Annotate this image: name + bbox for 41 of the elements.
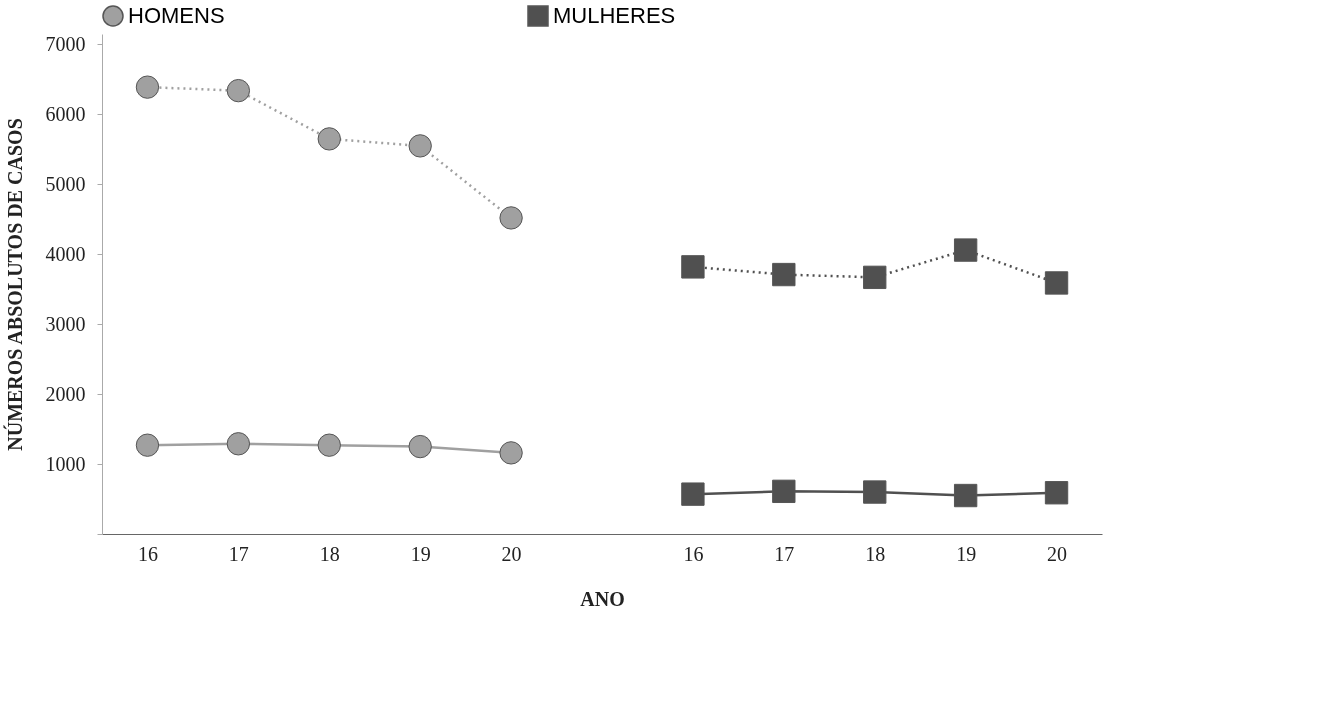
y-tick-label: 6000 [45, 102, 86, 125]
point [135, 433, 160, 457]
y-axis-title: NÚMEROS ABSOLUTOS DE CASOS [2, 118, 26, 451]
y-tick-label: 2000 [45, 382, 86, 405]
y-tick-label: 5000 [45, 172, 86, 195]
x-tick-label: 17 [774, 542, 795, 565]
x-tick-label: 19 [410, 542, 431, 565]
point [772, 262, 796, 287]
point [317, 127, 341, 151]
x-tick-label: 18 [319, 542, 340, 565]
point [226, 432, 251, 456]
point [772, 479, 796, 504]
y-tick-label: 3000 [45, 312, 86, 335]
point [499, 206, 523, 230]
point [1044, 271, 1069, 295]
point [681, 482, 705, 506]
legend-label: HOMENS [128, 3, 225, 28]
point [408, 134, 432, 158]
point [1044, 481, 1069, 505]
point [953, 483, 978, 508]
x-tick-label: 20 [1047, 542, 1068, 565]
x-tick-label: 17 [228, 542, 249, 565]
legend-label: MULHERES [553, 3, 676, 28]
point [863, 480, 887, 504]
x-tick-label: 16 [683, 542, 704, 565]
point [317, 433, 341, 457]
x-axis-title: ANO [580, 587, 625, 610]
point [681, 255, 705, 279]
x-tick-label: 19 [956, 542, 977, 565]
point [499, 441, 523, 465]
y-tick-label: 1000 [45, 452, 86, 475]
point [226, 78, 251, 103]
point [863, 265, 887, 290]
point [135, 75, 160, 99]
y-tick-label: 4000 [45, 242, 86, 265]
point [408, 434, 432, 459]
x-tick-label: 20 [501, 542, 522, 565]
x-tick-label: 18 [865, 542, 886, 565]
y-tick-label: 7000 [45, 32, 86, 55]
x-tick-label: 16 [137, 542, 158, 565]
point [953, 238, 978, 262]
